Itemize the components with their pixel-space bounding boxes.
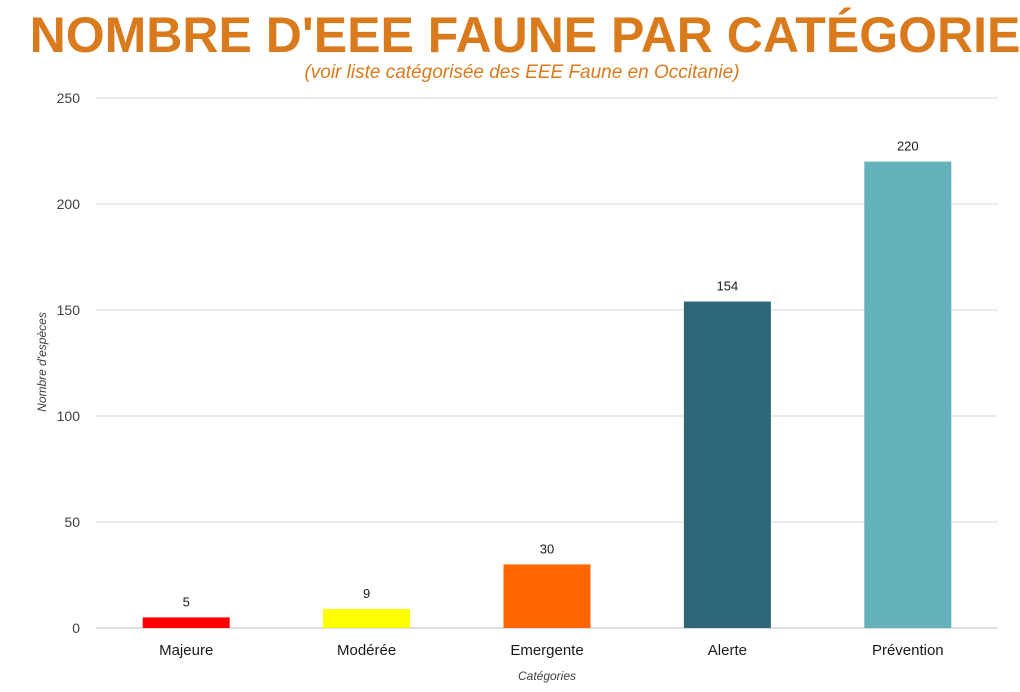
y-tick-label: 50 (64, 514, 80, 530)
data-label: 5 (183, 594, 190, 609)
bar-moderee (323, 608, 411, 628)
y-tick-label: 250 (57, 90, 81, 106)
x-axis-categories: Majeure Modérée Emergente Alerte Prévention (159, 642, 944, 659)
x-axis-label: Catégories (518, 669, 576, 683)
y-tick-label: 0 (72, 620, 80, 636)
y-axis-ticks: 0 50 100 150 200 250 (57, 90, 81, 636)
x-tick-label: Emergente (510, 642, 583, 659)
x-tick-label: Prévention (872, 642, 944, 659)
bar-alerte (683, 301, 771, 628)
x-tick-label: Alerte (708, 642, 747, 659)
gridlines (96, 97, 998, 629)
bar-emergente (503, 564, 591, 628)
x-tick-label: Modérée (337, 642, 396, 659)
bars (142, 161, 952, 628)
y-axis-label: Nombre d'espèces (35, 312, 49, 412)
y-tick-label: 100 (57, 408, 81, 424)
bar-prevention (864, 161, 952, 628)
data-label: 9 (363, 586, 370, 601)
data-label: 154 (717, 279, 739, 294)
y-tick-label: 150 (57, 302, 81, 318)
x-tick-label: Majeure (159, 642, 213, 659)
chart-title: NOMBRE D'EEE FAUNE PAR CATÉGORIE (30, 7, 1020, 63)
bar-majeure (142, 617, 230, 628)
data-label: 30 (540, 541, 554, 556)
data-label: 220 (897, 139, 919, 154)
y-tick-label: 200 (57, 196, 81, 212)
chart-subtitle: (voir liste catégorisée des EEE Faune en… (304, 62, 739, 83)
data-labels: 5 9 30 154 220 (183, 139, 919, 610)
